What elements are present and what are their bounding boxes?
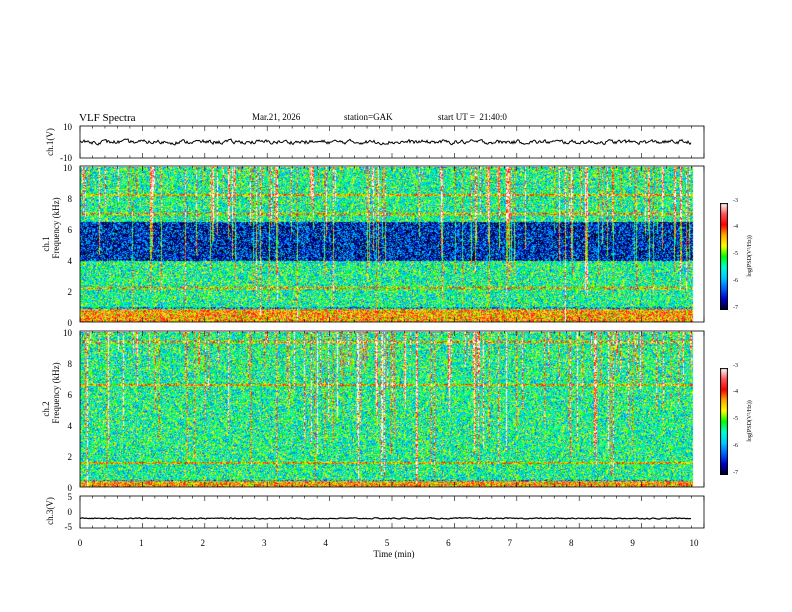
x-tick-label: 1 [139,538,144,548]
x-tick-label: 7 [507,538,513,548]
colorbar2-tick: -6 [733,443,738,449]
panel-frames [79,125,705,529]
spec1-frequency-label: Frequency (kHz) [51,197,61,259]
spec1-ytick: 10 [63,163,72,173]
colorbar2-tick: -5 [733,416,738,422]
x-tick-label: 4 [323,538,328,548]
spec1-ytick: 8 [67,194,73,204]
ch1-voltage-label: ch.1(V) [45,128,55,156]
spec1-channel-label: ch.1 [41,236,51,252]
x-tick-label: 6 [446,538,451,548]
colorbar1-label: log(PSD(V²/Hz)) [747,235,753,277]
x-tick-label: 0 [77,538,83,548]
spec1-ytick: 0 [67,318,73,328]
ch3-ytick: 0 [67,507,73,517]
x-tick-label: 5 [384,538,390,548]
x-tick-label: 3 [261,538,267,548]
spec1-ytick: 6 [67,225,73,235]
figure-title: VLF Spectra [79,112,136,124]
spec2-ytick: 6 [67,390,73,400]
ch2-spectrogram [80,332,694,487]
spec2-ytick: 10 [63,328,72,338]
spec2-panel-frame [79,330,705,488]
colorbar1-tick: -6 [733,278,738,284]
colorbar-1 [720,203,728,310]
colorbar1-tick: -3 [733,198,738,204]
ch1-ytick: 10 [63,122,72,132]
colorbar1-tick: -4 [733,224,738,230]
x-tick-label: 9 [630,538,635,548]
spec2-ytick: 2 [67,452,73,462]
ch3-ytick: -5 [64,522,73,532]
spec1-ytick: 4 [67,256,73,266]
ch1-spectrogram [80,167,694,322]
spec2-ytick: 0 [67,483,73,493]
ch1-ytick: -10 [60,153,72,163]
ch3-waveform [79,516,692,520]
tick-marks [79,126,705,528]
spec2-ytick: 4 [67,421,73,431]
date-label: Mar.21, 2026 [252,112,301,122]
spec2-ytick: 8 [67,359,73,369]
spec1-ytick: 2 [67,287,73,297]
colorbar2-tick: -3 [733,363,738,369]
x-tick-label: 10 [689,538,699,548]
colorbar2-tick: -7 [733,470,738,476]
colorbar-2 [720,368,728,475]
ch1-waveform [79,138,692,146]
ch3-ytick: 5 [67,492,73,502]
x-tick-label: 8 [568,538,574,548]
colorbar1-tick: -5 [733,251,738,257]
spec1-panel-frame [79,165,705,323]
colorbar2-tick: -4 [733,389,738,395]
spec2-channel-label: ch.2 [41,401,51,417]
x-tick-label: 2 [200,538,206,548]
colorbar2-label: log(PSD(V²/Hz)) [747,400,753,442]
station-label: station=GAK [344,112,393,122]
x-axis-label: Time (min) [373,549,415,559]
colorbar1-tick: -7 [733,305,738,311]
start-ut-label: start UT = 21:40:0 [438,112,507,122]
ch3-voltage-label: ch.3(V) [45,497,55,525]
spec2-frequency-label: Frequency (kHz) [51,362,61,424]
